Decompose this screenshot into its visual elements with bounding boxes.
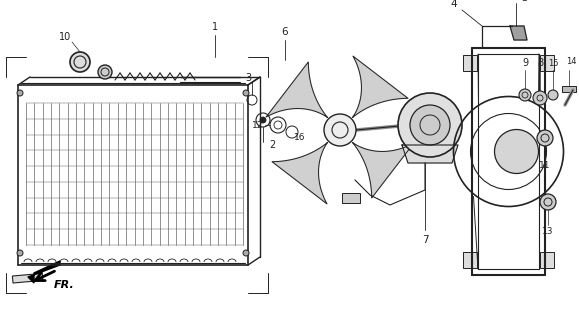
Text: 2: 2 (269, 140, 275, 150)
Text: 8: 8 (537, 58, 543, 68)
Polygon shape (510, 26, 527, 40)
Circle shape (243, 250, 249, 256)
Circle shape (324, 114, 356, 146)
Circle shape (548, 90, 558, 100)
Bar (540, 55, 554, 71)
Circle shape (17, 90, 23, 96)
Circle shape (537, 130, 553, 146)
Circle shape (519, 89, 531, 101)
Circle shape (98, 65, 112, 79)
Circle shape (540, 194, 556, 210)
Polygon shape (353, 56, 408, 117)
Polygon shape (28, 261, 60, 283)
Text: 12: 12 (252, 121, 263, 130)
Circle shape (17, 250, 23, 256)
Text: 6: 6 (282, 27, 288, 37)
Text: 11: 11 (539, 161, 551, 170)
Circle shape (494, 130, 538, 173)
Bar (342, 193, 360, 203)
Bar (540, 252, 554, 268)
Bar (12, 273, 43, 283)
Polygon shape (402, 145, 458, 163)
Text: 10: 10 (59, 32, 71, 42)
Text: 14: 14 (566, 58, 576, 67)
Bar (463, 55, 477, 71)
Circle shape (398, 93, 462, 157)
Bar (562, 86, 576, 92)
Text: 7: 7 (422, 235, 428, 245)
Text: 16: 16 (294, 132, 306, 141)
Circle shape (243, 90, 249, 96)
Text: 9: 9 (522, 58, 528, 68)
Polygon shape (266, 62, 327, 117)
Polygon shape (272, 143, 327, 204)
Text: 15: 15 (548, 59, 558, 68)
Circle shape (70, 52, 90, 72)
Text: 1: 1 (212, 22, 218, 32)
Circle shape (533, 91, 547, 105)
Circle shape (410, 105, 450, 145)
Bar (463, 252, 477, 268)
Circle shape (260, 117, 266, 123)
Text: FR.: FR. (54, 280, 75, 290)
Text: 4: 4 (450, 0, 457, 9)
Text: 13: 13 (543, 228, 554, 236)
Text: 3: 3 (245, 73, 251, 83)
Polygon shape (353, 143, 414, 198)
Text: 5: 5 (521, 0, 527, 3)
